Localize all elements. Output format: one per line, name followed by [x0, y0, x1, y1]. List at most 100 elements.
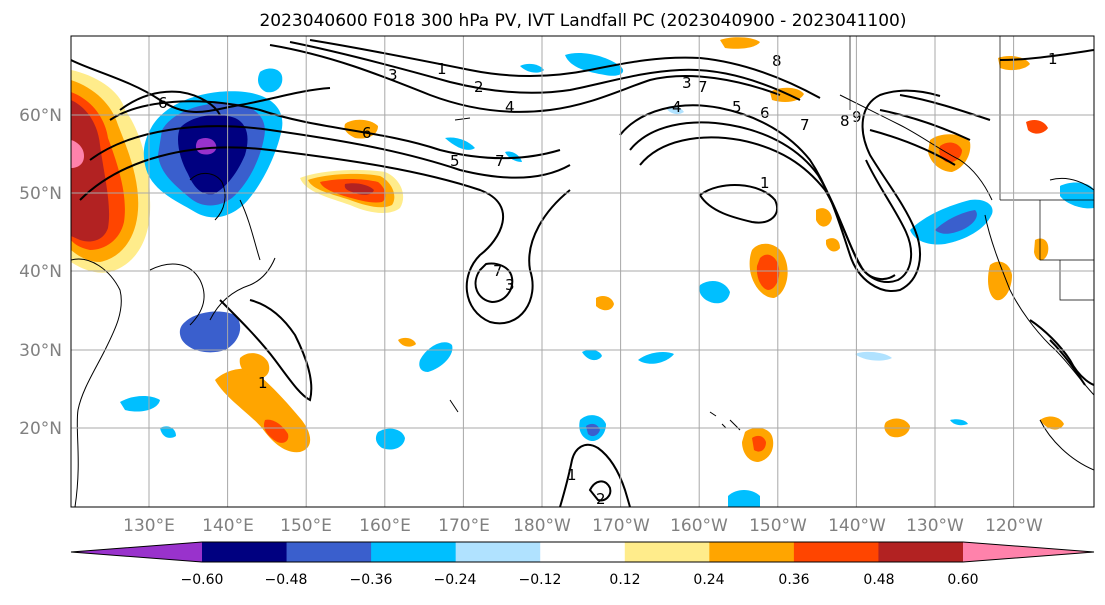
cold-anomaly-streak-8	[1060, 182, 1094, 209]
contour-line	[869, 94, 991, 166]
warm-anomaly-west-peak	[71, 140, 84, 168]
contour-label: 4	[672, 98, 682, 116]
contour-label: 6	[760, 104, 770, 122]
cold-anomaly-streak-5	[505, 151, 522, 162]
cold-anomaly-streak-4	[445, 137, 475, 150]
colorbar-bin	[371, 542, 457, 562]
colorbar-tick-label: 0.60	[947, 572, 978, 588]
contour-line	[474, 262, 514, 304]
colorbar	[70, 541, 1095, 563]
map-frame	[70, 35, 1095, 508]
colorbar-bin	[878, 542, 964, 562]
contour-label: 5	[450, 152, 460, 170]
colorbar-outline	[70, 541, 1095, 563]
contour-label: 1	[437, 60, 447, 78]
colorbar-bin	[624, 542, 710, 562]
contour-label: 7	[495, 152, 505, 170]
warm-anomaly-east-14	[596, 296, 614, 311]
contour-label: 8	[840, 112, 850, 130]
colorbar-bin	[286, 542, 372, 562]
cold-anomaly-japan-edge-2	[160, 426, 176, 438]
colorbar-tick-label: −0.48	[265, 572, 308, 588]
lon-label: 140°E	[202, 516, 254, 536]
warm-anomaly-east-1-core	[756, 254, 780, 290]
colorbar-bin	[202, 542, 288, 562]
contour-label: 2	[596, 490, 606, 508]
colorbar-bin	[793, 542, 879, 562]
contour-label: 2	[474, 78, 484, 96]
contour-label: 3	[388, 66, 398, 84]
contour-line	[1029, 319, 1094, 386]
cold-anomaly-mid-6	[699, 280, 730, 304]
longitude-labels: 130°E 140°E 150°E 160°E 170°E 180°W 170°…	[123, 516, 1043, 536]
contour-label: 3	[505, 276, 515, 294]
lat-label: 60°N	[19, 106, 62, 126]
lon-label: 140°W	[828, 516, 886, 536]
cold-anomaly-mid-4	[582, 349, 602, 361]
colorbar-tick-label: −0.60	[181, 572, 224, 588]
colorbar-bin	[540, 542, 626, 562]
contour-label: 1	[760, 174, 770, 192]
cold-anomaly-japan	[179, 311, 241, 353]
cold-anomaly-streak-7-core	[935, 210, 977, 234]
contour-label: 5	[732, 98, 742, 116]
cold-anomaly-mid-8	[855, 351, 892, 361]
lon-label: 120°W	[985, 516, 1043, 536]
political-borders	[849, 36, 1094, 301]
colorbar-tick-label: −0.36	[350, 572, 393, 588]
lon-label: 170°W	[592, 516, 650, 536]
lon-label: 180°W	[513, 516, 571, 536]
warm-anomaly-japan-inner	[264, 419, 289, 443]
contour-line	[119, 90, 221, 116]
lat-label: 30°N	[19, 341, 62, 361]
contour-line	[71, 59, 331, 113]
cold-anomaly-mid-9	[950, 419, 968, 426]
lat-label: 40°N	[19, 262, 62, 282]
cold-anomaly-mid-5	[638, 352, 674, 364]
contour-line	[588, 480, 612, 502]
warm-anomaly-east-9-core	[939, 142, 962, 163]
lat-label: 20°N	[19, 419, 62, 439]
colorbar-bin	[455, 542, 541, 562]
warm-anomaly-east-13	[1026, 120, 1048, 134]
graticule	[71, 36, 1094, 507]
cold-anomaly-japan-edge	[120, 396, 160, 412]
cold-anomaly-streak-3	[520, 63, 544, 73]
lon-label: 150°E	[280, 516, 332, 536]
contour-label: 6	[362, 124, 372, 142]
warm-anomaly-north-pacific-max	[344, 183, 374, 195]
contour-line	[89, 125, 571, 179]
warm-anomaly-east-10	[720, 37, 760, 49]
warm-anomaly-japan	[215, 368, 311, 453]
contour-line	[269, 44, 781, 113]
contour-line	[309, 39, 821, 99]
colorbar-tick-label: 0.24	[693, 572, 724, 588]
contour-line	[1049, 339, 1086, 386]
map-title: 2023040600 F018 300 hPa PV, IVT Landfall…	[259, 11, 906, 31]
cold-anomaly-streak-2	[565, 53, 624, 76]
contour-line	[79, 146, 571, 325]
lon-label: 130°W	[906, 516, 964, 536]
lon-label: 130°E	[123, 516, 175, 536]
warm-anomaly-east-6	[826, 238, 840, 252]
warm-anomaly-east-2-core	[752, 435, 766, 452]
contour-label: 7	[800, 116, 810, 134]
cold-anomaly-mid-7	[728, 490, 760, 507]
cold-anomaly-kamchatka-core	[177, 115, 248, 195]
lon-label: 150°W	[749, 516, 807, 536]
contour-line	[619, 89, 941, 292]
lat-label: 50°N	[19, 184, 62, 204]
colorbar-tick-label: −0.24	[434, 572, 477, 588]
contour-line	[639, 136, 896, 281]
contour-label: 1	[1048, 50, 1058, 68]
contour-line	[559, 443, 631, 507]
contour-label: 7	[698, 78, 708, 96]
warm-anomaly-west-max	[71, 100, 110, 242]
lon-label: 160°W	[670, 516, 728, 536]
warm-anomaly-east-8	[1034, 238, 1049, 261]
latitude-labels: 60°N 50°N 40°N 30°N 20°N	[19, 106, 62, 439]
contour-label: 6	[158, 94, 168, 112]
contour-line	[219, 299, 313, 402]
colorbar-tick-label: 0.36	[778, 572, 809, 588]
